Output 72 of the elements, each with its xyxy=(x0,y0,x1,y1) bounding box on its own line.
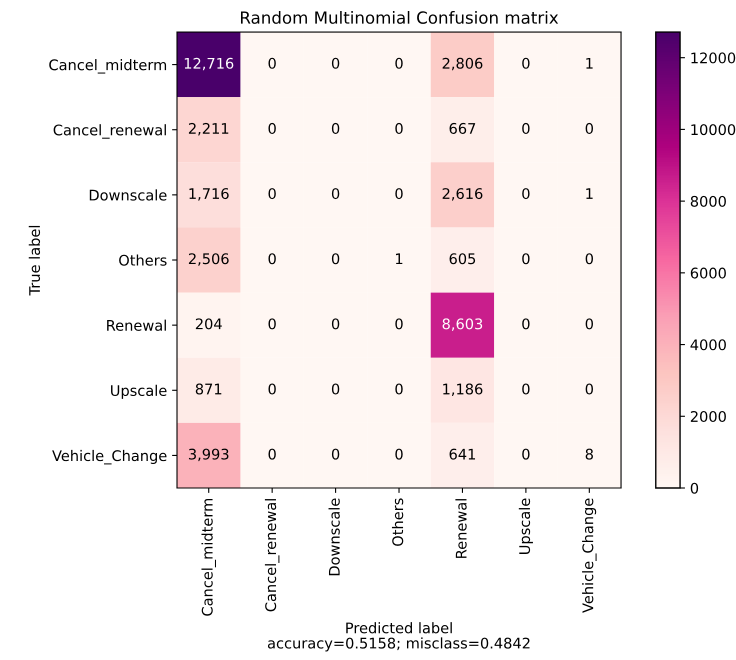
x-axis-title: Predicted label accuracy=0.5158; misclass=0.4842 xyxy=(268,622,530,652)
x-tick-label: Cancel_renewal xyxy=(264,499,280,612)
data-label: 0 xyxy=(332,448,340,460)
data-label: 1,186 xyxy=(443,383,482,396)
data-label: 3,993 xyxy=(188,448,228,462)
data-label: 2,506 xyxy=(188,253,229,266)
data-label: 12,716 xyxy=(184,58,234,70)
data-label: 1 xyxy=(396,253,402,264)
data-label: 0 xyxy=(332,253,340,264)
data-label: 641 xyxy=(450,448,476,460)
x-tick-label: Downscale xyxy=(328,498,340,576)
data-label: 1 xyxy=(586,58,593,69)
color-bar-label: 8000 xyxy=(690,196,726,207)
data-label: 0 xyxy=(395,58,403,69)
data-label: 0 xyxy=(268,383,276,395)
data-label: 8 xyxy=(586,448,593,460)
data-label: 0 xyxy=(268,448,276,460)
color-bar-label: 6000 xyxy=(690,268,726,279)
data-label: 2,616 xyxy=(442,188,482,201)
x-tick-label: Vehicle_Change xyxy=(582,498,597,613)
data-label: 0 xyxy=(332,318,340,330)
data-label: 871 xyxy=(196,383,222,395)
data-label: 1 xyxy=(586,188,593,199)
color-bar-label: 2000 xyxy=(690,411,726,422)
data-label: 2,806 xyxy=(442,58,482,70)
data-label: 0 xyxy=(522,253,530,264)
data-label: 0 xyxy=(522,188,530,200)
x-tick-label: Others xyxy=(392,498,404,546)
y-tick-label: Others xyxy=(119,254,167,266)
data-label: 0 xyxy=(586,383,593,395)
y-tick-label: Upscale xyxy=(111,384,167,399)
data-label: 0 xyxy=(395,318,403,330)
data-label: 0 xyxy=(268,122,276,134)
data-label: 0 xyxy=(586,253,593,264)
x-tick-label: Upscale xyxy=(518,498,533,554)
data-label: 0 xyxy=(268,318,276,330)
data-label: 0 xyxy=(268,188,276,200)
y-tick-label: Vehicle_Change xyxy=(52,450,167,464)
data-label: 0 xyxy=(395,122,403,134)
data-label: 0 xyxy=(522,58,530,69)
data-label: 0 xyxy=(522,318,530,330)
data-label: 1,716 xyxy=(189,188,229,201)
data-label: 0 xyxy=(395,383,403,395)
data-label: 204 xyxy=(196,318,222,330)
y-tick-label: Cancel_midterm xyxy=(49,59,166,74)
data-label: 2,211 xyxy=(188,122,228,136)
data-label: 667 xyxy=(450,122,476,134)
data-label: 0 xyxy=(332,122,340,134)
data-label: 0 xyxy=(395,188,403,200)
data-label: 0 xyxy=(586,318,593,330)
x-tick-label: Renewal xyxy=(455,499,467,558)
color-bar-label: 0 xyxy=(690,482,698,494)
data-label: 8,603 xyxy=(442,318,482,331)
data-label: 0 xyxy=(395,448,403,460)
y-axis-title: True label xyxy=(28,226,40,296)
y-tick-label: Renewal xyxy=(107,320,166,331)
data-label: 0 xyxy=(332,188,340,200)
chart-title: Random Multinomial Confusion matrix xyxy=(241,11,558,24)
data-label: 0 xyxy=(522,448,530,460)
y-tick-label: Cancel_renewal xyxy=(54,124,166,139)
data-label: 0 xyxy=(522,122,530,134)
color-bar-label: 4000 xyxy=(690,339,726,350)
data-label: 0 xyxy=(586,122,593,134)
data-label: 0 xyxy=(522,383,530,395)
color-bar-label: 12000 xyxy=(691,52,736,64)
data-label: 0 xyxy=(268,253,276,264)
y-tick-label: Downscale xyxy=(90,189,167,201)
data-label: 0 xyxy=(268,58,276,69)
data-label: 0 xyxy=(332,383,340,395)
color-bar-label: 10000 xyxy=(691,124,736,136)
data-label: 0 xyxy=(332,58,340,69)
data-label: 605 xyxy=(450,253,476,264)
